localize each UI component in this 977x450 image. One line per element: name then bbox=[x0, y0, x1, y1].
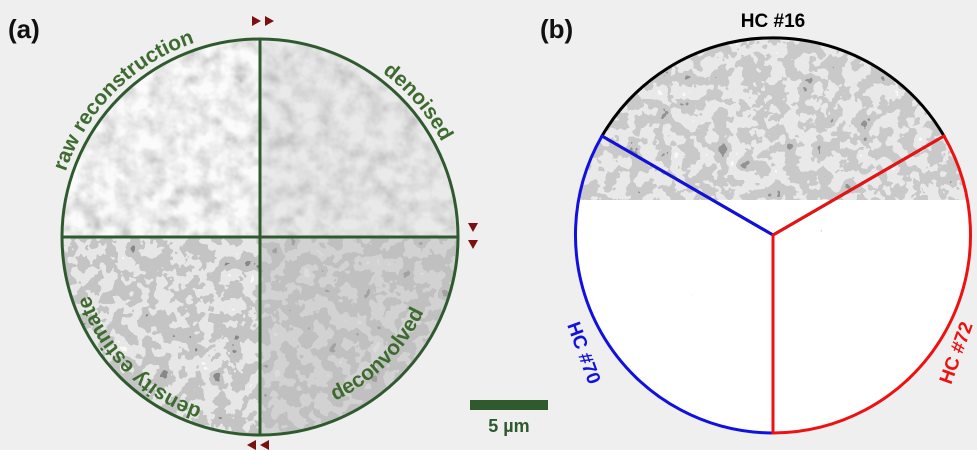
scale-label: 5 µm bbox=[488, 416, 529, 436]
panel-label: (b) bbox=[540, 14, 573, 44]
panel-label: (a) bbox=[8, 14, 40, 44]
figure: raw reconstruction denoised density esti… bbox=[0, 0, 977, 450]
scale-bar bbox=[470, 400, 548, 410]
sector-label: HC #16 bbox=[741, 11, 805, 32]
